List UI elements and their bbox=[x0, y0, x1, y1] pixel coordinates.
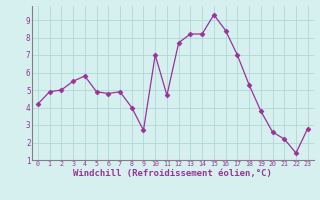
X-axis label: Windchill (Refroidissement éolien,°C): Windchill (Refroidissement éolien,°C) bbox=[73, 169, 272, 178]
